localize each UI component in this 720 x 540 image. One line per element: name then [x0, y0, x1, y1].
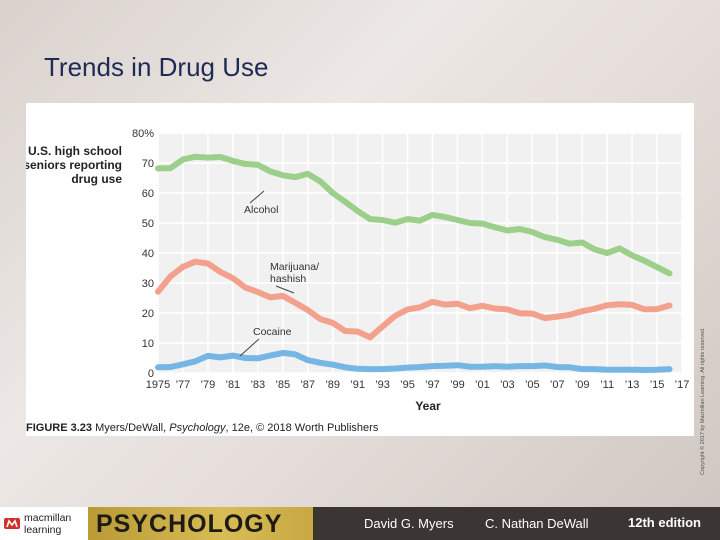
caption-tail: , 12e, © 2018 Worth Publishers	[226, 422, 379, 434]
x-tick-label: ’93	[375, 379, 390, 391]
publisher-line-2: learning	[24, 524, 62, 536]
x-tick-label: ’17	[675, 379, 690, 391]
annotation-label: Cocaine	[253, 326, 292, 338]
copyright-notice: Copyright © 2017 by Macmillan Learning. …	[700, 327, 706, 475]
y-tick-label: 60	[142, 188, 154, 200]
macmillan-logo-icon	[4, 518, 20, 529]
x-tick-label: ’79	[201, 379, 216, 391]
y-tick-label: 30	[142, 278, 154, 290]
annotation-pointer	[239, 338, 260, 357]
x-tick-label: 1975	[146, 379, 170, 391]
x-tick-label: ’87	[300, 379, 315, 391]
figure-caption: FIGURE 3.23 Myers/DeWall, Psychology, 12…	[26, 422, 379, 434]
book-title: PSYCHOLOGY	[96, 510, 283, 538]
publisher-name: macmillan learning	[24, 512, 71, 536]
author-myers: David G. Myers	[364, 516, 454, 531]
series-line-alcohol	[155, 153, 673, 277]
publisher-line-1: macmillan	[24, 512, 72, 524]
x-tick-label: ’01	[475, 379, 490, 391]
x-tick-label: ’91	[350, 379, 365, 391]
series-line-cocaine	[155, 349, 673, 373]
y-tick-label: 0	[148, 368, 154, 380]
x-tick-label: ’81	[226, 379, 241, 391]
y-tick-label: 50	[142, 218, 154, 230]
y-tick-label: 80%	[132, 128, 154, 140]
x-tick-label: ’03	[500, 379, 515, 391]
edition-label: 12th edition	[628, 515, 701, 530]
annotation-label: Alcohol	[244, 204, 278, 216]
x-tick-label: ’95	[400, 379, 415, 391]
chart-title-line: U.S. high school	[28, 144, 122, 158]
x-tick-label: ’11	[600, 379, 614, 391]
y-tick-label: 70	[142, 158, 154, 170]
slide-title: Trends in Drug Use	[44, 52, 269, 82]
y-tick-label: 10	[142, 338, 154, 350]
annotation-label: Marijuana/	[270, 261, 319, 273]
annotation-label: hashish	[270, 273, 306, 285]
x-tick-label: ’05	[525, 379, 540, 391]
x-tick-label: ’15	[650, 379, 665, 391]
series-line-marijuana-hashish	[155, 258, 673, 341]
x-tick-label: ’97	[425, 379, 440, 391]
x-tick-label: ’07	[550, 379, 565, 391]
x-axis-label: Year	[415, 399, 441, 413]
book-band: PSYCHOLOGY David G. Myers C. Nathan DeWa…	[88, 507, 720, 540]
x-tick-label: ’09	[575, 379, 590, 391]
y-tick-label: 20	[142, 308, 154, 320]
chart-title-line: seniors reporting	[26, 158, 122, 172]
figure-panel: 0 10 20 30 40 50 60 70 80% 1975 ’77 ’79 ’81 ’83 ’85 ’8…	[23, 103, 694, 436]
annotation-pointer	[249, 190, 265, 204]
caption-italic: Psychology	[169, 422, 227, 434]
x-tick-label: ’99	[450, 379, 465, 391]
annotation-pointer	[275, 285, 295, 294]
publisher-logo: macmillan learning	[4, 511, 84, 537]
caption-label: FIGURE 3.23	[26, 422, 92, 434]
chart-title-line: drug use	[71, 172, 122, 186]
y-tick-label: 40	[142, 248, 154, 260]
author-dewall: C. Nathan DeWall	[485, 516, 589, 531]
x-tick-label: ’77	[176, 379, 191, 391]
book-title-block: PSYCHOLOGY	[88, 507, 313, 540]
footer-bar: macmillan learning PSYCHOLOGY David G. M…	[0, 507, 720, 540]
x-tick-label: ’13	[625, 379, 640, 391]
drug-use-line-chart: 0 10 20 30 40 50 60 70 80% 1975 ’77 ’79 ’81 ’83 ’85 ’8…	[23, 128, 690, 434]
caption-text: Myers/DeWall,	[92, 422, 169, 434]
x-tick-label: ’85	[275, 379, 290, 391]
x-tick-label: ’89	[325, 379, 340, 391]
x-tick-label: ’83	[250, 379, 265, 391]
